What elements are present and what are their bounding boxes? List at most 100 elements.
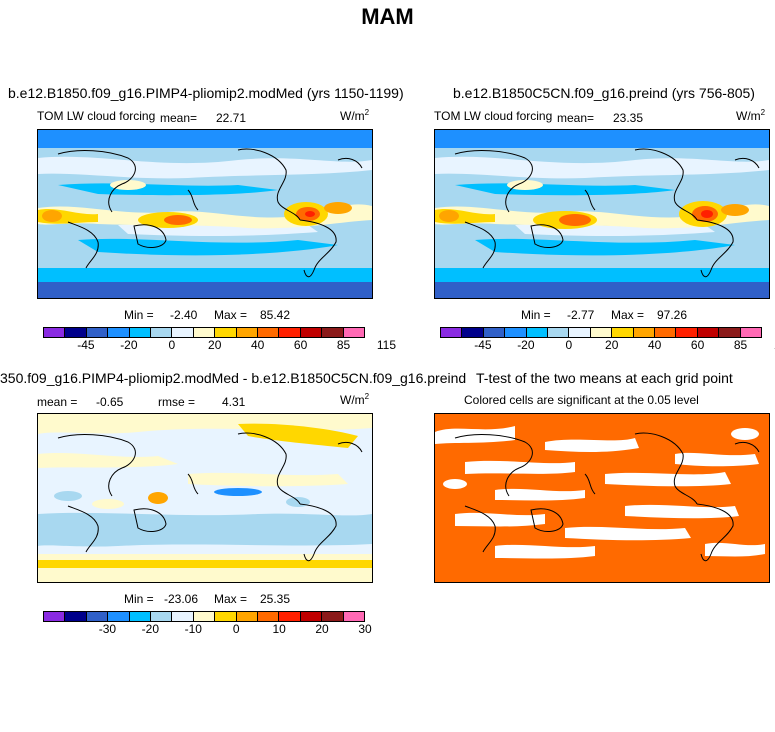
panel2-colorbar-ticks: -45 -20 0 20 40 60 85 115 [440,338,775,352]
panel3-map [37,413,373,583]
panel3-colorbar-ticks: -30 -20 -10 0 10 20 30 [43,622,372,636]
colorbar-tick-label: -20 [517,338,535,352]
panel2-variable: TOM LW cloud forcing [434,109,553,123]
colorbar-tick-label: 40 [250,338,265,352]
panel1-variable: TOM LW cloud forcing [37,109,156,123]
colorbar-swatch [129,612,152,621]
colorbar-swatch [279,612,301,621]
panel3-mean-value: -0.65 [96,395,124,409]
colorbar-swatch [569,328,591,337]
panel2-max-value: 97.26 [657,308,688,322]
panel1-mean-label: mean= [160,111,198,125]
colorbar-swatch [505,328,527,337]
colorbar-swatch [612,328,634,337]
panel3-mean-label: mean = [37,395,78,409]
panel3-min-value: -23.06 [164,592,199,606]
colorbar-swatch [676,328,698,337]
panel1-colorbar: -45 -20 0 20 40 60 85 115 [43,327,396,352]
colorbar-swatch [633,328,656,337]
panel2-min-label: Min = [521,308,551,322]
panel1-mean-value: 22.71 [216,111,247,125]
colorbar-swatch [65,328,87,337]
colorbar-swatch [322,612,344,621]
panel3-units: W/m2 [340,392,370,407]
colorbar-swatch [462,328,484,337]
colorbar-swatch [215,328,237,337]
panel3-min-label: Min = [124,592,154,606]
colorbar-tick-label: -45 [77,338,95,352]
colorbar-tick-label: 40 [647,338,662,352]
colorbar-swatch [343,612,365,621]
colorbar-swatch [151,612,173,621]
colorbar-swatch [590,328,613,337]
panel1-max-label: Max = [214,308,248,322]
colorbar-swatch [236,328,259,337]
colorbar-swatch [258,612,280,621]
panel3-max-label: Max = [214,592,248,606]
colorbar-tick-label: 20 [315,622,329,636]
colorbar-swatch [343,328,365,337]
panel3-colorbar-swatches [43,611,365,622]
colorbar-tick-label: 60 [690,338,705,352]
colorbar-tick-label: -20 [141,622,159,636]
colorbar-tick-label: -45 [474,338,492,352]
colorbar-tick-label: -20 [120,338,138,352]
panel2-colorbar-swatches [440,327,762,338]
colorbar-tick-label: 20 [208,338,222,352]
colorbar-swatch [697,328,720,337]
panel3-map-svg [38,414,372,582]
panel1-max-value: 85.42 [260,308,291,322]
colorbar-swatch [258,328,280,337]
panel2-mean-value: 23.35 [613,111,644,125]
figure-title: MAM [361,4,414,29]
colorbar-tick-label: 115 [376,338,397,352]
panel2-units: W/m2 [736,108,766,123]
colorbar-swatch [300,328,323,337]
panel3-rmse-value: 4.31 [222,395,246,409]
colorbar-swatch [279,328,301,337]
colorbar-tick-label: 60 [293,338,308,352]
colorbar-swatch [44,612,66,621]
colorbar-swatch [483,328,506,337]
colorbar-swatch [655,328,677,337]
colorbar-swatch [108,612,130,621]
panel1-units: W/m2 [340,108,370,123]
panel2-title: b.e12.B1850C5CN.f09_g16.preind (yrs 756-… [453,85,755,101]
colorbar-tick-label: 20 [605,338,619,352]
panel1-title: b.e12.B1850.f09_g16.PIMP4-pliomip2.modMe… [8,85,404,101]
colorbar-swatch [86,612,109,621]
colorbar-swatch [172,612,194,621]
colorbar-tick-label: 30 [358,622,372,636]
colorbar-swatch [193,612,216,621]
panel1-map-svg [38,130,372,298]
panel2-max-label: Max = [611,308,645,322]
panel2-mean-label: mean= [557,111,595,125]
colorbar-tick-label: -10 [184,622,202,636]
colorbar-swatch [172,328,194,337]
panel3-colorbar: -30 -20 -10 0 10 20 30 [43,611,372,636]
panel1-min-label: Min = [124,308,154,322]
panel4-subtitle: Colored cells are significant at the 0.0… [464,393,699,407]
colorbar-tick-label: 0 [232,622,240,636]
colorbar-swatch [65,612,87,621]
panel3-title: 350.f09_g16.PIMP4-pliomip2.modMed - b.e1… [0,370,467,386]
colorbar-swatch [86,328,109,337]
colorbar-swatch [548,328,570,337]
colorbar-tick-label: 85 [733,338,748,352]
colorbar-swatch [44,328,66,337]
colorbar-swatch [719,328,741,337]
panel4-map [434,413,770,583]
panel1-colorbar-swatches [43,327,365,338]
colorbar-swatch [322,328,344,337]
colorbar-tick-label: -30 [98,622,117,636]
panel2-colorbar: -45 -20 0 20 40 60 85 115 [440,327,775,352]
colorbar-swatch [740,328,762,337]
colorbar-tick-label: 0 [168,338,176,352]
panel2-min-value: -2.77 [567,308,595,322]
colorbar-tick-label: 115 [774,338,775,352]
colorbar-swatch [236,612,259,621]
panel2-map-svg [435,130,769,298]
panel3-max-value: 25.35 [260,592,291,606]
panel3-rmse-label: rmse = [158,395,196,409]
colorbar-tick-label: 10 [272,622,286,636]
